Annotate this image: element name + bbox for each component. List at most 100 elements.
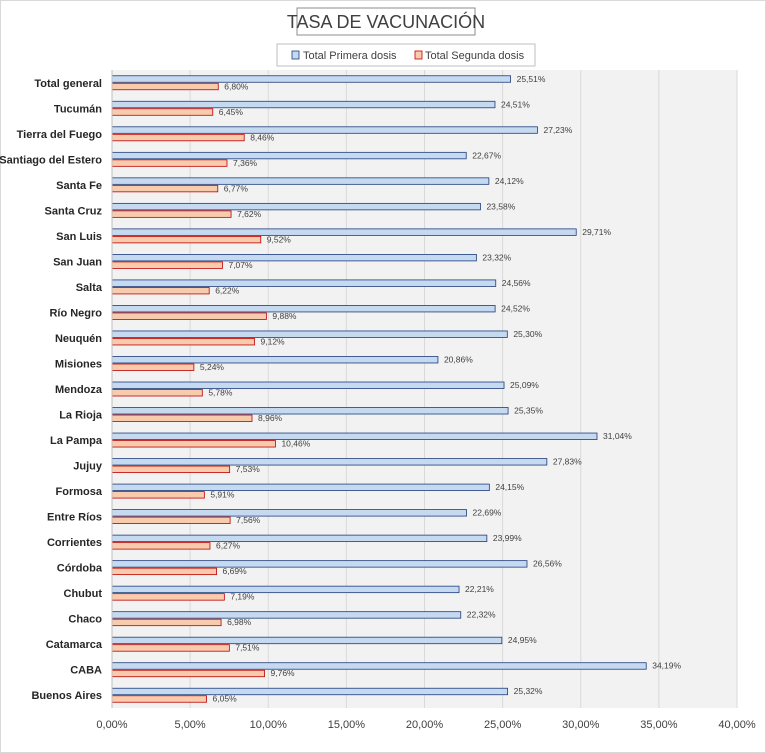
data-label-segunda: 5,24% <box>200 362 225 372</box>
bar-primera <box>111 687 509 696</box>
bar-segunda <box>111 695 207 703</box>
data-label-primera: 24,15% <box>495 482 524 492</box>
data-label-primera: 25,32% <box>514 686 543 696</box>
chart-title-box <box>296 7 476 36</box>
bar-primera <box>111 585 460 594</box>
data-label-primera: 25,09% <box>510 380 539 390</box>
category-label: Formosa <box>56 486 103 498</box>
data-label-segunda: 6,80% <box>224 81 249 91</box>
bar-segunda <box>111 389 203 397</box>
x-tick-label: 20,00% <box>406 719 444 731</box>
chart-title: TASA DE VACUNACIÓN <box>287 11 485 32</box>
x-tick-label: 10,00% <box>250 719 288 731</box>
bar-primera <box>111 560 528 568</box>
bar-segunda <box>111 593 225 601</box>
data-label-segunda: 6,98% <box>227 617 252 627</box>
legend-label-1: Total Primera dosis <box>303 50 397 62</box>
category-label: Santiago del Estero <box>0 154 102 166</box>
category-label: Tucumán <box>54 103 102 115</box>
bar-segunda <box>111 338 255 346</box>
bar-segunda <box>111 491 205 499</box>
category-label: Tierra del Fuego <box>17 129 103 141</box>
data-label-segunda: 7,07% <box>228 260 253 270</box>
bar-primera <box>111 228 577 236</box>
bar-primera <box>111 636 503 645</box>
category-label: San Luis <box>56 231 102 243</box>
bar-segunda <box>111 235 262 244</box>
x-tick-label: 0,00% <box>96 719 127 731</box>
x-tick-label: 25,00% <box>484 719 522 731</box>
data-label-segunda: 5,78% <box>208 388 233 398</box>
bar-primera <box>111 279 497 287</box>
bar-primera <box>111 407 509 415</box>
category-label: Misiones <box>55 358 102 370</box>
data-label-segunda: 7,19% <box>230 592 255 602</box>
bar-segunda <box>111 133 245 142</box>
bar-primera <box>111 662 647 670</box>
bar-primera <box>111 458 548 466</box>
data-label-segunda: 6,69% <box>223 566 248 576</box>
category-label: San Juan <box>53 256 102 268</box>
data-label-segunda: 7,53% <box>236 464 261 474</box>
data-label-segunda: 8,46% <box>250 132 275 142</box>
data-label-primera: 26,56% <box>533 559 562 569</box>
x-tick-label: 35,00% <box>640 719 678 731</box>
legend-box <box>276 43 536 67</box>
category-label: Córdoba <box>57 563 103 575</box>
data-label-primera: 24,51% <box>501 99 530 109</box>
data-label-primera: 25,35% <box>514 406 543 416</box>
data-label-primera: 20,86% <box>444 354 473 364</box>
bar-primera <box>111 432 598 440</box>
legend-swatch-2 <box>414 50 423 60</box>
bar-segunda <box>111 465 231 473</box>
data-label-primera: 24,52% <box>501 303 530 313</box>
bar-primera <box>111 330 508 338</box>
category-label: Salta <box>76 282 103 294</box>
bar-segunda <box>111 669 265 678</box>
category-label: La Pampa <box>50 435 103 447</box>
bar-primera <box>111 483 490 491</box>
data-label-segunda: 7,56% <box>236 515 261 525</box>
bar-primera <box>111 177 490 185</box>
data-label-primera: 22,67% <box>472 150 501 160</box>
category-label: Santa Cruz <box>45 205 103 217</box>
bar-segunda <box>111 108 214 116</box>
data-label-segunda: 7,36% <box>233 158 258 168</box>
bar-primera <box>111 202 481 211</box>
data-label-primera: 22,69% <box>473 508 502 518</box>
category-label: Chubut <box>64 588 103 600</box>
bar-segunda <box>111 618 222 627</box>
data-label-segunda: 9,52% <box>267 234 292 244</box>
data-label-primera: 23,32% <box>482 252 511 262</box>
bar-segunda <box>111 287 210 295</box>
legend-label-2: Total Segunda dosis <box>425 50 525 62</box>
x-tick-label: 15,00% <box>328 719 366 731</box>
category-label: Chaco <box>68 614 102 626</box>
x-tick-label: 40,00% <box>718 719 756 731</box>
data-label-primera: 27,83% <box>553 457 582 467</box>
category-label: Mendoza <box>55 384 103 396</box>
data-label-primera: 25,51% <box>517 74 546 84</box>
data-label-primera: 29,71% <box>582 227 611 237</box>
bar-segunda <box>111 210 232 218</box>
data-label-segunda: 6,27% <box>216 541 241 551</box>
bar-segunda <box>111 363 195 371</box>
data-label-primera: 25,30% <box>513 329 542 339</box>
data-label-primera: 34,19% <box>652 661 681 671</box>
category-label: Río Negro <box>49 307 102 319</box>
bar-segunda <box>111 644 230 652</box>
data-label-segunda: 6,22% <box>215 285 240 295</box>
data-label-primera: 31,04% <box>603 431 632 441</box>
data-label-primera: 27,23% <box>543 125 572 135</box>
bar-primera <box>111 75 511 83</box>
data-label-segunda: 7,62% <box>237 209 262 219</box>
category-label: Total general <box>34 78 102 90</box>
category-label: Catamarca <box>46 639 103 651</box>
data-label-segunda: 6,45% <box>219 107 244 117</box>
bar-primera <box>111 305 496 313</box>
data-label-segunda: 7,51% <box>235 643 260 653</box>
data-label-segunda: 9,12% <box>261 336 286 346</box>
data-label-primera: 24,95% <box>508 635 537 645</box>
bar-primera <box>111 356 439 364</box>
